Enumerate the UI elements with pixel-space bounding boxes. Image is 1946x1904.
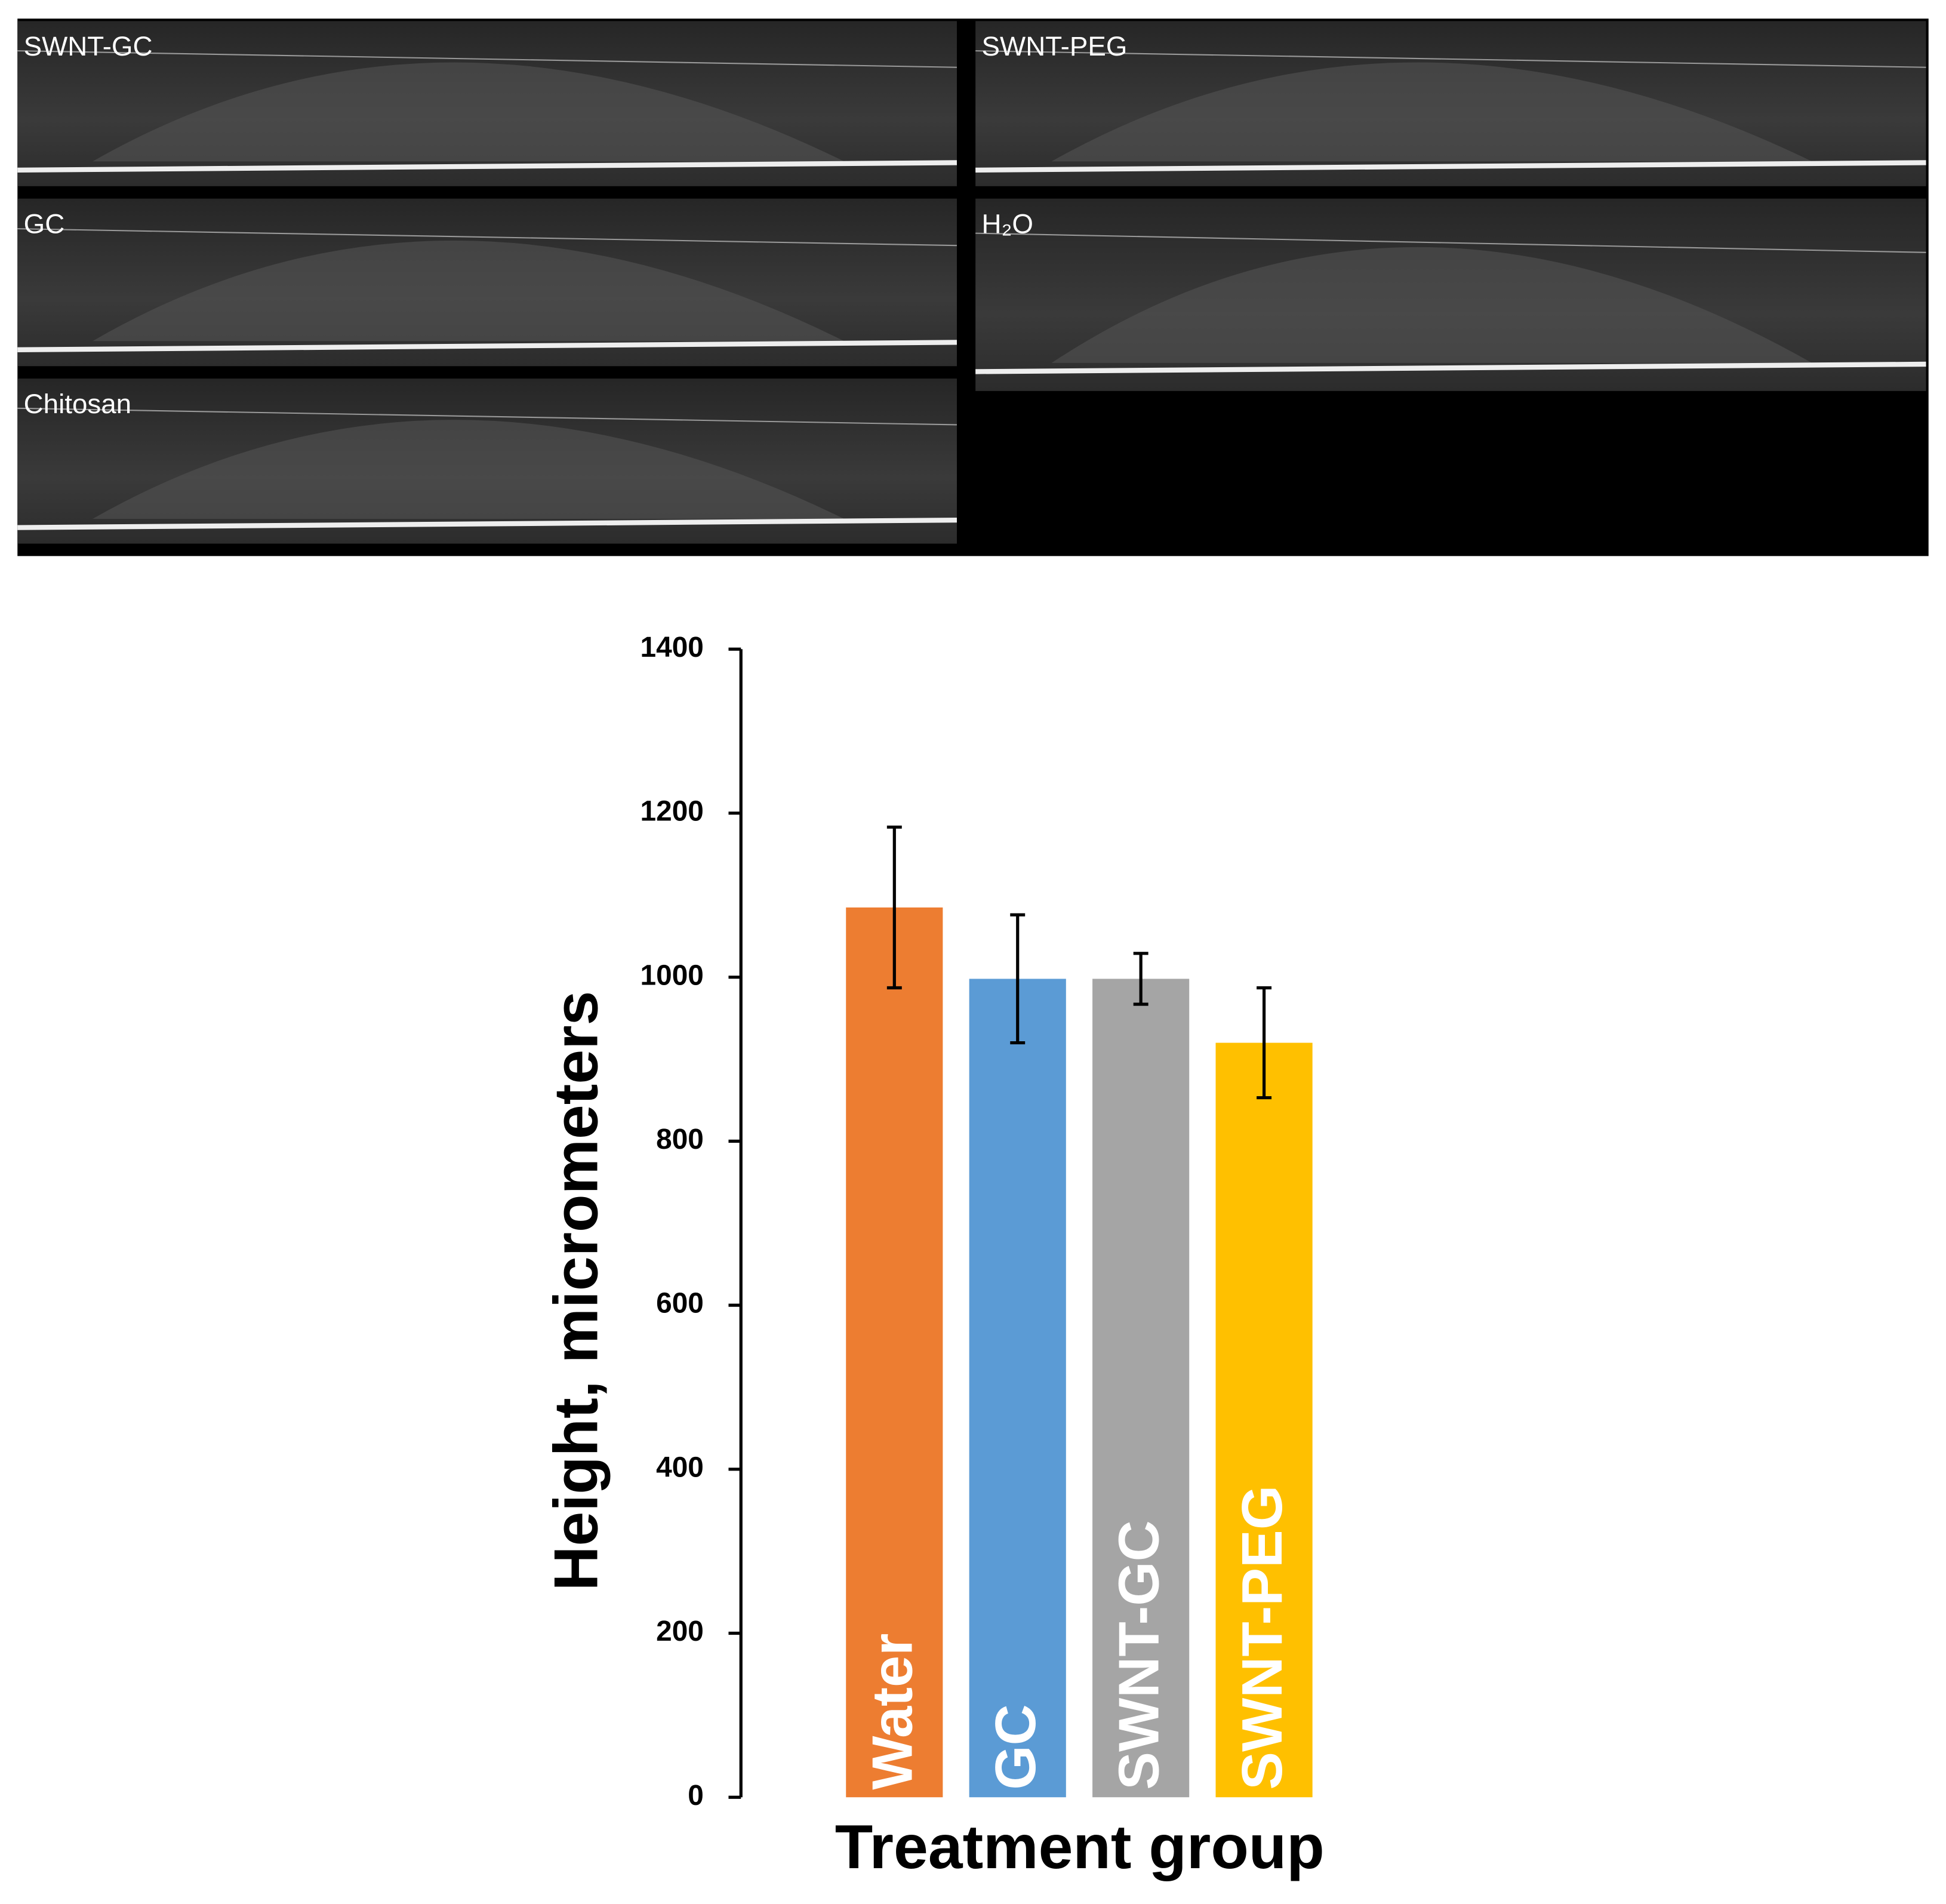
droplet-dome bbox=[1051, 247, 1812, 363]
error-bar bbox=[1257, 986, 1272, 1100]
category-label: SWNT-PEG bbox=[1230, 1485, 1294, 1790]
y-tick-label: 800 bbox=[656, 1124, 704, 1155]
error-bar bbox=[1133, 952, 1148, 1006]
panel-label: SWNT-GC bbox=[24, 31, 153, 61]
reflection-line bbox=[17, 50, 957, 68]
x-axis-label: Treatment group bbox=[835, 1813, 1325, 1882]
y-tick-label: 200 bbox=[656, 1616, 704, 1647]
reflection-line bbox=[975, 232, 1926, 253]
droplet-dome bbox=[93, 240, 845, 342]
bar bbox=[846, 907, 943, 1798]
droplet-dome bbox=[93, 420, 845, 519]
y-tick-label: 1400 bbox=[641, 632, 704, 663]
bar bbox=[969, 979, 1066, 1798]
substrate-line bbox=[975, 361, 1926, 374]
substrate-line bbox=[17, 340, 957, 352]
category-label: GC bbox=[984, 1704, 1048, 1789]
y-axis-label: Height, micrometers bbox=[542, 991, 611, 1591]
category-label: SWNT-GC bbox=[1107, 1520, 1171, 1789]
category-label: Water bbox=[861, 1634, 925, 1790]
panel-label: Chitosan bbox=[24, 389, 131, 419]
bar-chart: 0 200 400 600 800 1000 1200 1400 Water GC SWNT-GC S… bbox=[542, 632, 1325, 1882]
reflection-line bbox=[17, 407, 957, 426]
droplet-dome bbox=[1051, 62, 1812, 162]
panel-label: GC bbox=[24, 208, 65, 239]
y-tick-label: 400 bbox=[656, 1451, 704, 1483]
droplet-dome bbox=[93, 62, 845, 162]
reflection-line bbox=[975, 50, 1926, 68]
y-tick-label: 0 bbox=[688, 1780, 704, 1811]
y-tick-label: 600 bbox=[656, 1288, 704, 1319]
y-tick-label: 1000 bbox=[641, 959, 704, 991]
panel-label: H₂O bbox=[982, 208, 1033, 239]
reflection-line bbox=[17, 228, 957, 247]
y-tick-label: 1200 bbox=[641, 796, 704, 828]
error-bar bbox=[886, 825, 902, 990]
panel-label: SWNT-PEG bbox=[982, 31, 1128, 61]
substrate-line bbox=[17, 517, 957, 530]
substrate-line bbox=[975, 160, 1926, 173]
bar bbox=[1215, 1042, 1313, 1798]
image-panels: SWNT-GC GC Chitosan SWNT-PEG H₂O bbox=[17, 21, 1926, 544]
error-bar bbox=[1010, 913, 1026, 1045]
bar bbox=[1092, 979, 1190, 1798]
substrate-line bbox=[17, 160, 957, 173]
